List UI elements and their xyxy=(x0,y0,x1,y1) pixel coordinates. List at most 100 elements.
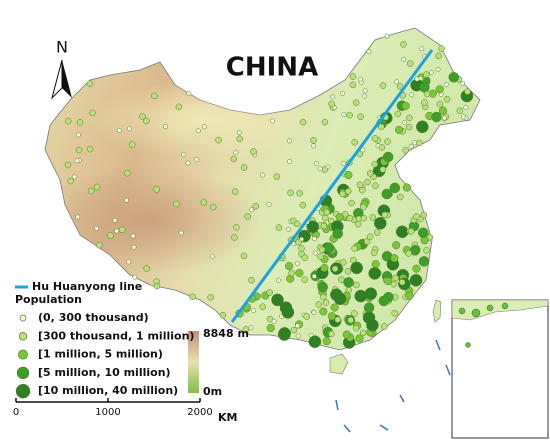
city-dot xyxy=(299,201,307,209)
city-dot xyxy=(373,229,381,236)
city-dot xyxy=(153,186,160,193)
city-dot xyxy=(317,166,323,172)
city-dot xyxy=(443,81,449,87)
city-dot xyxy=(151,92,158,100)
city-dot xyxy=(201,124,207,130)
city-dot xyxy=(310,137,317,144)
city-dot xyxy=(402,120,408,126)
city-dot xyxy=(384,138,391,145)
city-dot xyxy=(346,214,354,222)
city-dot xyxy=(124,169,131,177)
legend-label: [5 million, 10 million) xyxy=(38,366,171,379)
city-dot xyxy=(237,129,243,135)
city-dot xyxy=(402,147,409,154)
city-dot xyxy=(371,135,379,142)
city-dot xyxy=(384,277,393,286)
city-dot xyxy=(322,299,330,306)
city-dot xyxy=(303,313,310,320)
city-dot xyxy=(371,161,379,168)
city-dot xyxy=(131,244,137,250)
city-dot xyxy=(352,99,360,106)
legend-label: [10 million, 40 million) xyxy=(38,384,178,397)
legend-swatch xyxy=(19,314,27,322)
city-dot xyxy=(384,33,390,39)
desert xyxy=(90,80,310,160)
city-dot xyxy=(219,311,227,319)
city-dot xyxy=(359,186,366,194)
city-dot xyxy=(321,118,329,126)
legend: Hu Huanyong line Population 8848 m 0m KM… xyxy=(13,280,249,424)
city-dot xyxy=(429,70,434,75)
city-dot xyxy=(417,227,429,239)
city-dot xyxy=(392,241,401,250)
city-dot xyxy=(323,208,331,216)
city-dot xyxy=(287,189,294,197)
city-dot xyxy=(360,203,367,211)
city-dot xyxy=(360,214,368,222)
city-dot xyxy=(368,267,381,280)
city-dot xyxy=(370,249,378,257)
city-dot xyxy=(349,73,357,80)
city-dot xyxy=(317,281,328,293)
city-dot xyxy=(93,183,101,191)
city-dot xyxy=(244,213,251,220)
city-dot xyxy=(363,302,375,313)
city-dot xyxy=(344,171,353,180)
city-dot xyxy=(186,91,192,97)
city-dot xyxy=(441,115,447,121)
city-dot xyxy=(278,327,291,340)
city-dot xyxy=(230,155,238,163)
city-dot xyxy=(266,323,275,333)
city-dot xyxy=(178,230,184,236)
city-dot xyxy=(352,324,360,332)
city-dot xyxy=(351,245,358,252)
city-dot xyxy=(330,94,336,100)
city-dot xyxy=(406,114,413,122)
city-dot xyxy=(389,182,401,194)
city-dot xyxy=(330,303,339,312)
city-dot xyxy=(75,214,81,220)
city-dot xyxy=(340,90,345,96)
city-dot xyxy=(275,224,283,231)
city-dot xyxy=(271,318,277,324)
city-dot xyxy=(89,109,96,117)
city-dot xyxy=(266,315,274,323)
city-dot xyxy=(139,113,146,120)
legend-title: Population xyxy=(15,293,82,306)
city-dot xyxy=(357,113,364,121)
city-dot xyxy=(311,309,317,315)
city-dot xyxy=(366,233,374,240)
city-dot xyxy=(366,49,372,55)
city-dot xyxy=(259,303,266,310)
city-dot xyxy=(126,259,132,265)
city-dot xyxy=(308,335,322,348)
city-dot xyxy=(281,306,295,319)
city-dot xyxy=(317,253,324,260)
city-dot xyxy=(394,79,400,85)
city-dot xyxy=(423,71,430,78)
city-dot xyxy=(394,110,402,118)
city-dot xyxy=(315,301,323,308)
city-dot xyxy=(320,293,327,301)
city-dot xyxy=(381,323,388,330)
city-dot xyxy=(175,103,183,111)
city-dot xyxy=(233,150,239,155)
city-dot xyxy=(269,118,275,124)
city-dot xyxy=(366,318,379,332)
city-dot xyxy=(271,293,284,307)
city-dot xyxy=(295,268,304,278)
city-dot xyxy=(328,100,335,108)
city-dot xyxy=(328,330,335,338)
city-dot xyxy=(143,265,150,272)
scale-label: 1000 xyxy=(95,407,120,418)
city-dot xyxy=(285,262,294,271)
city-dot xyxy=(311,236,317,242)
city-dot xyxy=(286,274,295,283)
city-dot xyxy=(402,183,411,192)
city-dot xyxy=(233,224,240,231)
city-dot xyxy=(71,174,77,180)
city-dot xyxy=(350,261,363,275)
city-dot xyxy=(75,146,83,154)
city-dot xyxy=(423,247,430,254)
city-dot xyxy=(327,312,336,321)
